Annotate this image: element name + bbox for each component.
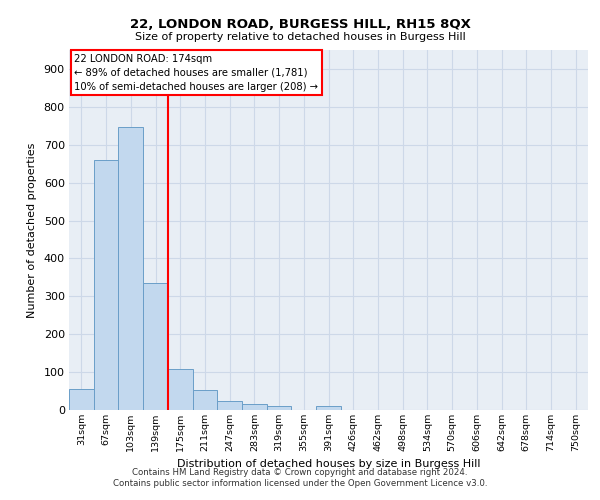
X-axis label: Distribution of detached houses by size in Burgess Hill: Distribution of detached houses by size … — [177, 460, 480, 469]
Y-axis label: Number of detached properties: Number of detached properties — [27, 142, 37, 318]
Bar — [217, 400, 242, 410]
Text: Size of property relative to detached houses in Burgess Hill: Size of property relative to detached ho… — [134, 32, 466, 42]
Text: Contains HM Land Registry data © Crown copyright and database right 2024.
Contai: Contains HM Land Registry data © Crown c… — [113, 468, 487, 487]
Bar — [316, 406, 341, 410]
Bar — [143, 283, 168, 410]
Bar — [168, 369, 193, 410]
Bar — [267, 406, 292, 410]
Text: 22, LONDON ROAD, BURGESS HILL, RH15 8QX: 22, LONDON ROAD, BURGESS HILL, RH15 8QX — [130, 18, 470, 30]
Bar — [69, 389, 94, 410]
Bar — [118, 126, 143, 410]
Bar — [193, 390, 217, 410]
Bar — [94, 160, 118, 410]
Bar — [242, 404, 267, 410]
Text: 22 LONDON ROAD: 174sqm
← 89% of detached houses are smaller (1,781)
10% of semi-: 22 LONDON ROAD: 174sqm ← 89% of detached… — [74, 54, 318, 92]
